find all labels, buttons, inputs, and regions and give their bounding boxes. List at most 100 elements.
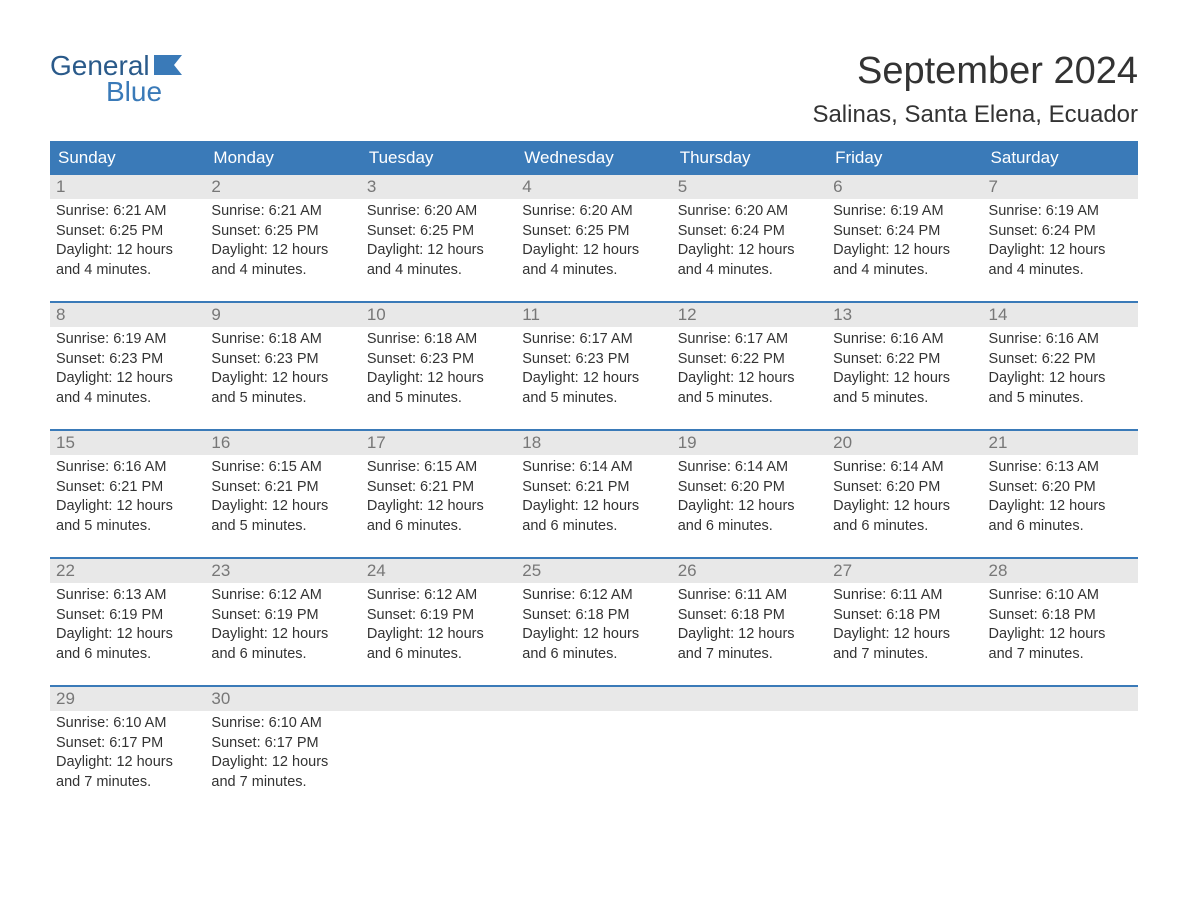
day-content: Sunrise: 6:12 AMSunset: 6:18 PMDaylight:… <box>516 583 671 667</box>
daylight-text: Daylight: 12 hours and 5 minutes. <box>678 369 821 408</box>
day-number: 4 <box>516 175 671 199</box>
day-number: 17 <box>361 431 516 455</box>
calendar-day: 23Sunrise: 6:12 AMSunset: 6:19 PMDayligh… <box>205 559 360 685</box>
daylight-text: Daylight: 12 hours and 5 minutes. <box>367 369 510 408</box>
calendar-day <box>672 687 827 813</box>
header: General Blue September 2024 Salinas, San… <box>50 50 1138 129</box>
daylight-text: Daylight: 12 hours and 6 minutes. <box>522 625 665 664</box>
daylight-text: Daylight: 12 hours and 5 minutes. <box>989 369 1132 408</box>
day-number <box>983 687 1138 711</box>
day-content: Sunrise: 6:18 AMSunset: 6:23 PMDaylight:… <box>205 327 360 411</box>
day-content: Sunrise: 6:20 AMSunset: 6:25 PMDaylight:… <box>361 199 516 283</box>
daylight-text: Daylight: 12 hours and 4 minutes. <box>989 241 1132 280</box>
logo-text-blue: Blue <box>106 76 162 108</box>
day-content: Sunrise: 6:16 AMSunset: 6:22 PMDaylight:… <box>827 327 982 411</box>
calendar-day: 19Sunrise: 6:14 AMSunset: 6:20 PMDayligh… <box>672 431 827 557</box>
sunrise-text: Sunrise: 6:20 AM <box>522 202 665 222</box>
calendar-day: 16Sunrise: 6:15 AMSunset: 6:21 PMDayligh… <box>205 431 360 557</box>
sunset-text: Sunset: 6:17 PM <box>56 734 199 754</box>
day-number: 9 <box>205 303 360 327</box>
sunset-text: Sunset: 6:20 PM <box>833 478 976 498</box>
daylight-text: Daylight: 12 hours and 7 minutes. <box>989 625 1132 664</box>
calendar-day <box>516 687 671 813</box>
daylight-text: Daylight: 12 hours and 7 minutes. <box>56 753 199 792</box>
sunset-text: Sunset: 6:25 PM <box>56 222 199 242</box>
calendar-day: 13Sunrise: 6:16 AMSunset: 6:22 PMDayligh… <box>827 303 982 429</box>
weekday-header: Sunday Monday Tuesday Wednesday Thursday… <box>50 141 1138 175</box>
daylight-text: Daylight: 12 hours and 5 minutes. <box>211 369 354 408</box>
week-row: 29Sunrise: 6:10 AMSunset: 6:17 PMDayligh… <box>50 685 1138 813</box>
calendar-day: 10Sunrise: 6:18 AMSunset: 6:23 PMDayligh… <box>361 303 516 429</box>
daylight-text: Daylight: 12 hours and 6 minutes. <box>522 497 665 536</box>
sunset-text: Sunset: 6:25 PM <box>367 222 510 242</box>
sunrise-text: Sunrise: 6:14 AM <box>522 458 665 478</box>
day-content: Sunrise: 6:21 AMSunset: 6:25 PMDaylight:… <box>50 199 205 283</box>
calendar-day: 8Sunrise: 6:19 AMSunset: 6:23 PMDaylight… <box>50 303 205 429</box>
sunset-text: Sunset: 6:18 PM <box>833 606 976 626</box>
sunset-text: Sunset: 6:23 PM <box>56 350 199 370</box>
daylight-text: Daylight: 12 hours and 7 minutes. <box>211 753 354 792</box>
day-content: Sunrise: 6:14 AMSunset: 6:20 PMDaylight:… <box>827 455 982 539</box>
calendar-day: 9Sunrise: 6:18 AMSunset: 6:23 PMDaylight… <box>205 303 360 429</box>
calendar-day: 22Sunrise: 6:13 AMSunset: 6:19 PMDayligh… <box>50 559 205 685</box>
week-row: 1Sunrise: 6:21 AMSunset: 6:25 PMDaylight… <box>50 175 1138 301</box>
sunset-text: Sunset: 6:20 PM <box>678 478 821 498</box>
sunrise-text: Sunrise: 6:17 AM <box>678 330 821 350</box>
calendar-day: 12Sunrise: 6:17 AMSunset: 6:22 PMDayligh… <box>672 303 827 429</box>
sunrise-text: Sunrise: 6:14 AM <box>833 458 976 478</box>
calendar: Sunday Monday Tuesday Wednesday Thursday… <box>50 141 1138 813</box>
daylight-text: Daylight: 12 hours and 6 minutes. <box>678 497 821 536</box>
day-content: Sunrise: 6:19 AMSunset: 6:24 PMDaylight:… <box>827 199 982 283</box>
day-content: Sunrise: 6:12 AMSunset: 6:19 PMDaylight:… <box>361 583 516 667</box>
day-content: Sunrise: 6:18 AMSunset: 6:23 PMDaylight:… <box>361 327 516 411</box>
day-number: 27 <box>827 559 982 583</box>
day-number: 19 <box>672 431 827 455</box>
daylight-text: Daylight: 12 hours and 6 minutes. <box>989 497 1132 536</box>
sunrise-text: Sunrise: 6:10 AM <box>989 586 1132 606</box>
calendar-day: 26Sunrise: 6:11 AMSunset: 6:18 PMDayligh… <box>672 559 827 685</box>
day-number: 29 <box>50 687 205 711</box>
day-number: 26 <box>672 559 827 583</box>
day-content: Sunrise: 6:16 AMSunset: 6:21 PMDaylight:… <box>50 455 205 539</box>
day-number: 12 <box>672 303 827 327</box>
sunrise-text: Sunrise: 6:16 AM <box>833 330 976 350</box>
daylight-text: Daylight: 12 hours and 4 minutes. <box>522 241 665 280</box>
day-number: 25 <box>516 559 671 583</box>
calendar-day: 5Sunrise: 6:20 AMSunset: 6:24 PMDaylight… <box>672 175 827 301</box>
sunrise-text: Sunrise: 6:21 AM <box>56 202 199 222</box>
day-content: Sunrise: 6:21 AMSunset: 6:25 PMDaylight:… <box>205 199 360 283</box>
sunset-text: Sunset: 6:23 PM <box>211 350 354 370</box>
sunrise-text: Sunrise: 6:15 AM <box>211 458 354 478</box>
sunset-text: Sunset: 6:25 PM <box>211 222 354 242</box>
weeks-container: 1Sunrise: 6:21 AMSunset: 6:25 PMDaylight… <box>50 175 1138 813</box>
daylight-text: Daylight: 12 hours and 4 minutes. <box>833 241 976 280</box>
sunset-text: Sunset: 6:21 PM <box>56 478 199 498</box>
sunrise-text: Sunrise: 6:19 AM <box>833 202 976 222</box>
day-number <box>827 687 982 711</box>
sunrise-text: Sunrise: 6:10 AM <box>56 714 199 734</box>
sunrise-text: Sunrise: 6:17 AM <box>522 330 665 350</box>
daylight-text: Daylight: 12 hours and 7 minutes. <box>678 625 821 664</box>
day-number: 21 <box>983 431 1138 455</box>
sunrise-text: Sunrise: 6:21 AM <box>211 202 354 222</box>
day-content: Sunrise: 6:16 AMSunset: 6:22 PMDaylight:… <box>983 327 1138 411</box>
sunrise-text: Sunrise: 6:12 AM <box>367 586 510 606</box>
daylight-text: Daylight: 12 hours and 4 minutes. <box>678 241 821 280</box>
sunset-text: Sunset: 6:21 PM <box>522 478 665 498</box>
sunset-text: Sunset: 6:17 PM <box>211 734 354 754</box>
logo: General Blue <box>50 50 182 108</box>
sunset-text: Sunset: 6:21 PM <box>367 478 510 498</box>
title-section: September 2024 Salinas, Santa Elena, Ecu… <box>812 50 1138 129</box>
calendar-day <box>827 687 982 813</box>
day-number: 18 <box>516 431 671 455</box>
day-number <box>516 687 671 711</box>
weekday-tuesday: Tuesday <box>361 141 516 175</box>
sunset-text: Sunset: 6:24 PM <box>989 222 1132 242</box>
daylight-text: Daylight: 12 hours and 5 minutes. <box>522 369 665 408</box>
daylight-text: Daylight: 12 hours and 6 minutes. <box>367 625 510 664</box>
day-content: Sunrise: 6:10 AMSunset: 6:17 PMDaylight:… <box>50 711 205 795</box>
sunset-text: Sunset: 6:19 PM <box>367 606 510 626</box>
sunrise-text: Sunrise: 6:20 AM <box>678 202 821 222</box>
day-number: 24 <box>361 559 516 583</box>
calendar-day: 11Sunrise: 6:17 AMSunset: 6:23 PMDayligh… <box>516 303 671 429</box>
